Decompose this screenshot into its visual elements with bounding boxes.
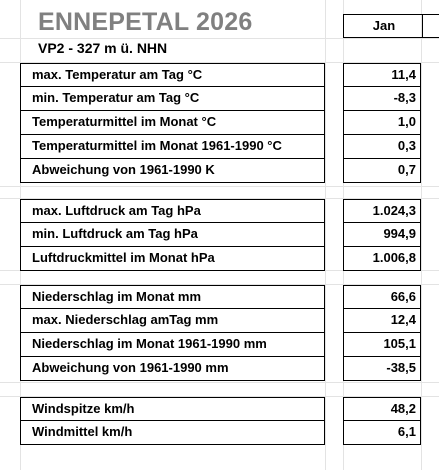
row-value[interactable]: 994,9 (343, 223, 421, 247)
row-value[interactable]: 11,4 (343, 63, 421, 87)
pressure-values: 1.024,3 994,9 1.006,8 (343, 199, 421, 271)
row-value[interactable]: 12,4 (343, 309, 421, 333)
row-label[interactable]: min. Temperatur am Tag °C (20, 87, 325, 111)
row-label[interactable]: Windspitze km/h (20, 397, 325, 421)
row-label[interactable]: Windmittel km/h (20, 421, 325, 445)
temperature-values: 11,4 -8,3 1,0 0,3 0,7 (343, 63, 421, 183)
row-label[interactable]: max. Niederschlag amTag mm (20, 309, 325, 333)
row-label[interactable]: min. Luftdruck am Tag hPa (20, 223, 325, 247)
row-label[interactable]: max. Temperatur am Tag °C (20, 63, 325, 87)
wind-values: 48,2 6,1 (343, 397, 421, 445)
gridline (325, 0, 326, 470)
gridline (0, 186, 439, 187)
gridline (0, 382, 439, 383)
temperature-labels: max. Temperatur am Tag °C min. Temperatu… (20, 63, 325, 183)
row-value[interactable]: 105,1 (343, 333, 421, 357)
gridline (0, 198, 439, 199)
gridline (0, 62, 439, 63)
row-label[interactable]: Temperaturmittel im Monat °C (20, 111, 325, 135)
row-value[interactable]: -8,3 (343, 87, 421, 111)
row-label[interactable]: Abweichung von 1961-1990 mm (20, 357, 325, 381)
pressure-labels: max. Luftdruck am Tag hPa min. Luftdruck… (20, 199, 325, 271)
wind-labels: Windspitze km/h Windmittel km/h (20, 397, 325, 445)
row-label[interactable]: Niederschlag im Monat mm (20, 285, 325, 309)
row-label[interactable]: Niederschlag im Monat 1961-1990 mm (20, 333, 325, 357)
row-label[interactable]: max. Luftdruck am Tag hPa (20, 199, 325, 223)
row-label[interactable]: Temperaturmittel im Monat 1961-1990 °C (20, 135, 325, 159)
station-subtitle: VP2 - 327 m ü. NHN (38, 40, 168, 56)
month-header[interactable]: Jan (343, 14, 439, 38)
gridline (0, 38, 439, 39)
row-value[interactable]: 1.006,8 (343, 247, 421, 271)
precipitation-labels: Niederschlag im Monat mm max. Niederschl… (20, 285, 325, 381)
row-value[interactable]: 66,6 (343, 285, 421, 309)
row-value[interactable]: 0,7 (343, 159, 421, 183)
precipitation-values: 66,6 12,4 105,1 -38,5 (343, 285, 421, 381)
row-label[interactable]: Luftdruckmittel im Monat hPa (20, 247, 325, 271)
gridline (421, 0, 422, 470)
row-value[interactable]: 6,1 (343, 421, 421, 445)
row-value[interactable]: 1,0 (343, 111, 421, 135)
row-value[interactable]: 1.024,3 (343, 199, 421, 223)
gridline (0, 396, 439, 397)
gridline (0, 284, 439, 285)
row-value[interactable]: 48,2 (343, 397, 421, 421)
row-value[interactable]: 0,3 (343, 135, 421, 159)
month-header-label: Jan (372, 18, 396, 33)
row-label[interactable]: Abweichung von 1961-1990 K (20, 159, 325, 183)
row-value[interactable]: -38,5 (343, 357, 421, 381)
page-title: ENNEPETAL 2026 (38, 8, 253, 36)
